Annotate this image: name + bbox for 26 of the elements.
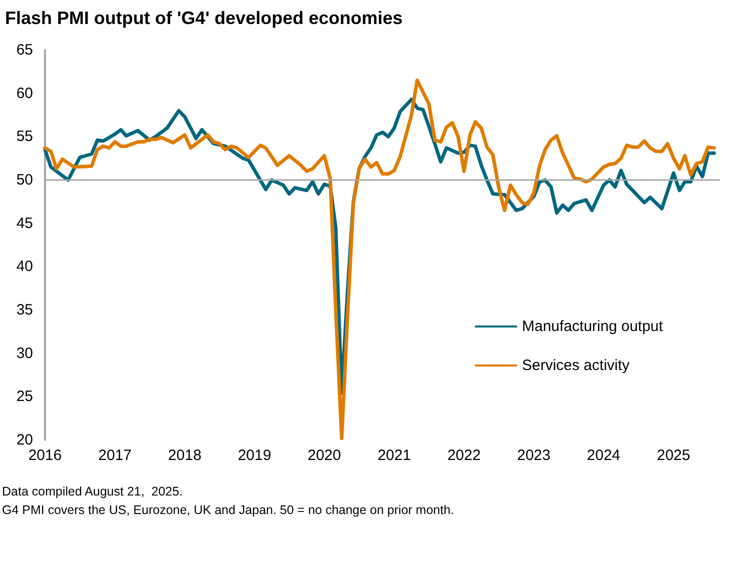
text: G4 PMI covers the US, Eurozone, UK and Japan. 50 = no change on prior month. — [2, 503, 454, 517]
y-tick-label: 30 — [16, 344, 33, 362]
x-tick-label: 2019 — [238, 447, 272, 464]
y-tick-label: 20 — [16, 432, 33, 448]
x-tick-label: 2025 — [656, 447, 690, 464]
x-tick-label: 2018 — [168, 447, 202, 464]
line-series — [43, 78, 716, 440]
legend-label: Services activity — [522, 357, 630, 374]
x-tick-label: 2023 — [517, 447, 550, 464]
legend-label: Manufacturing output — [522, 318, 664, 335]
text: Data compiled August 21, 2025. — [2, 484, 183, 498]
x-tick-label: 2020 — [308, 447, 341, 464]
y-tick-label: 40 — [16, 258, 33, 276]
y-tick-label: 35 — [16, 302, 33, 318]
chart-title: Flash PMI output of 'G4' developed economies — [5, 8, 403, 28]
y-tick-label: 25 — [16, 388, 33, 406]
x-tick-label: 2021 — [378, 447, 411, 464]
x-tick-label: 2022 — [447, 447, 481, 464]
y-tick-label: 60 — [16, 84, 33, 102]
y-tick-label: 45 — [16, 214, 33, 232]
y-tick-label: 65 — [16, 42, 33, 58]
x-tick-label: 2024 — [586, 447, 620, 464]
y-tick-label: 50 — [16, 172, 33, 188]
x-tick-label: 2017 — [98, 447, 132, 464]
x-tick-label: 2016 — [28, 447, 62, 464]
y-tick-label: 55 — [16, 128, 33, 146]
